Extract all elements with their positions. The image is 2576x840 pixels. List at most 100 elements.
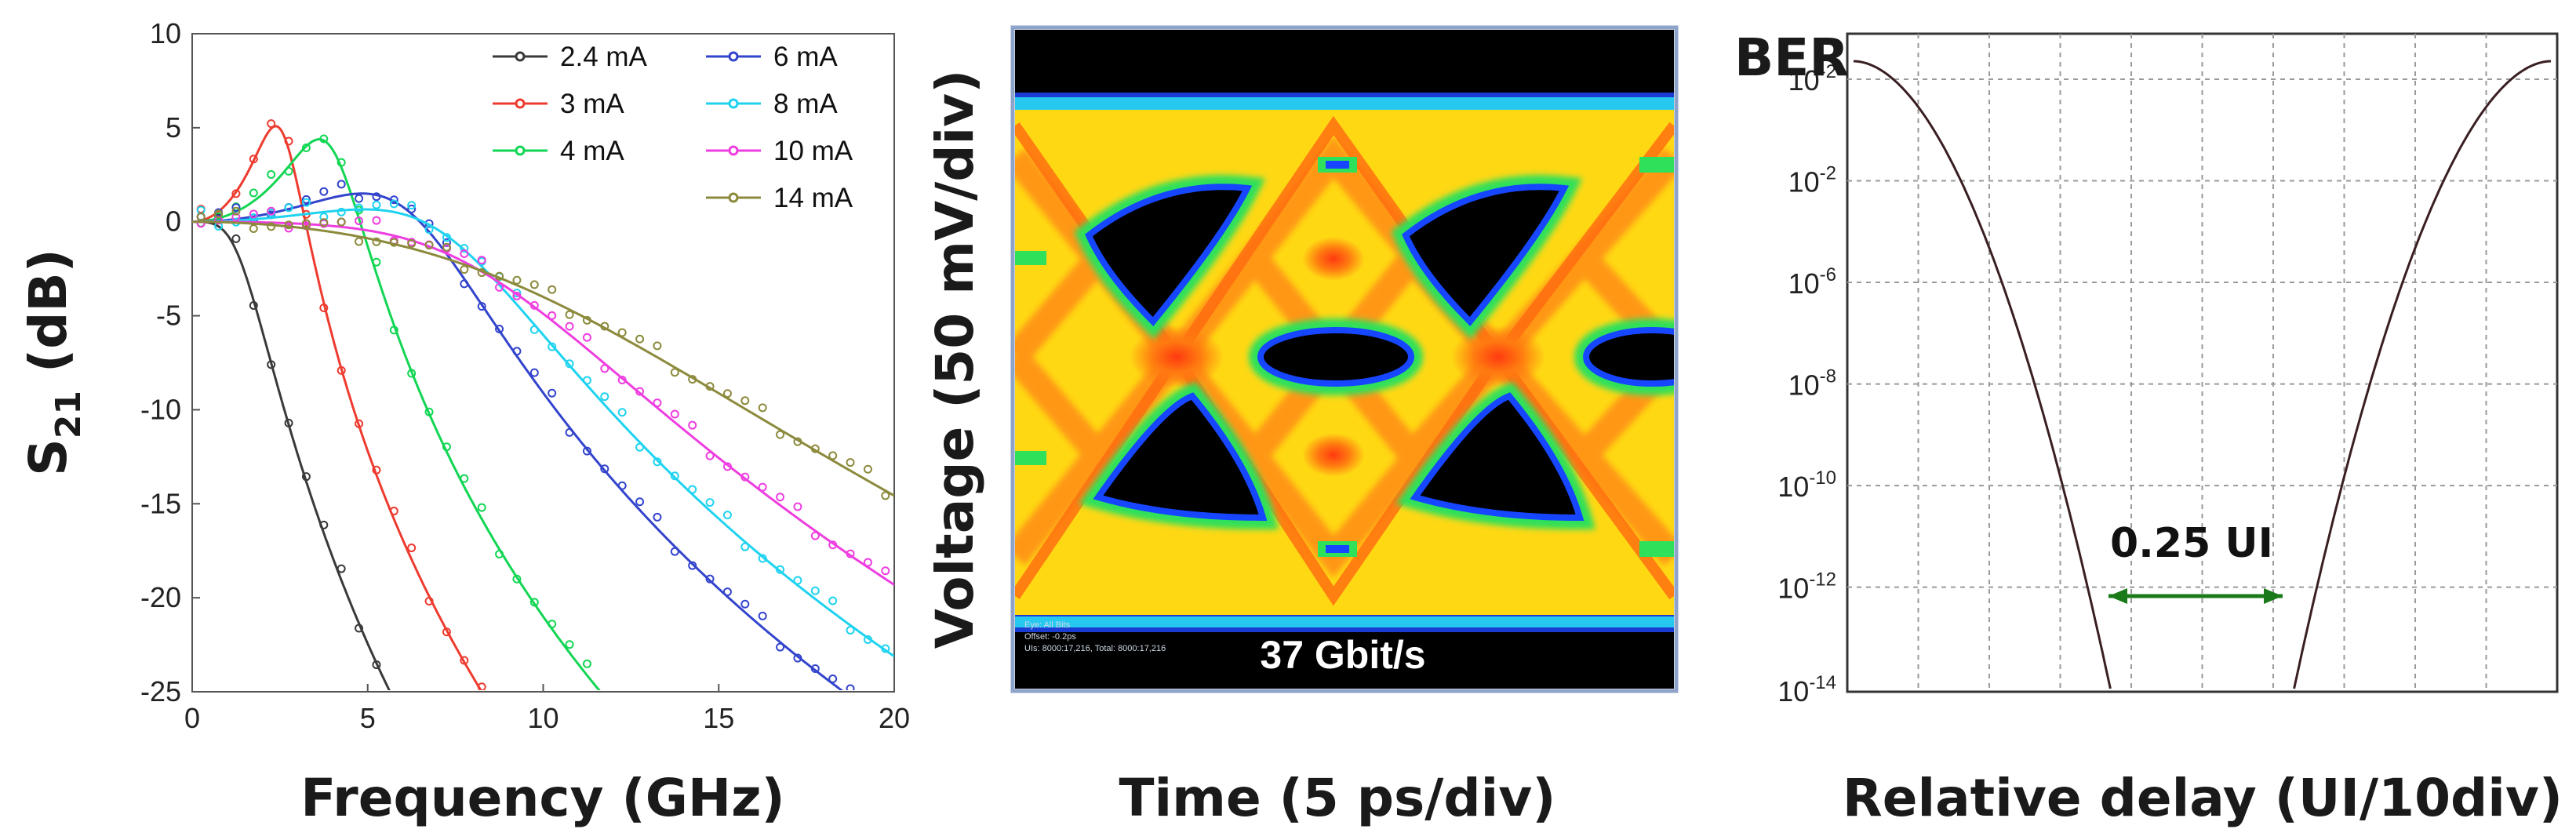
s21-y-label-unit: (dB): [18, 249, 78, 391]
s21-data-point: [301, 144, 311, 153]
s21-data-point: [389, 507, 398, 516]
s21-data-point: [355, 624, 364, 633]
s21-data-point: [512, 347, 522, 356]
s21-data-point: [776, 642, 785, 652]
s21-data-point: [319, 134, 329, 144]
s21-data-point: [548, 388, 557, 398]
s21-data-point: [355, 203, 364, 213]
s21-data-point: [249, 155, 258, 164]
s21-data-point: [670, 368, 679, 377]
s21-x-tick-label: 0: [184, 702, 200, 734]
s21-legend-swatch-marker: [728, 145, 739, 156]
s21-data-point: [846, 626, 855, 635]
s21-data-point: [688, 420, 697, 430]
s21-data-point: [389, 195, 398, 205]
s21-data-point: [231, 234, 241, 243]
s21-data-point: [407, 204, 417, 213]
s21-data-point: [424, 241, 434, 250]
s21-data-point: [407, 369, 417, 378]
s21-data-point: [793, 653, 802, 663]
s21-data-point: [477, 268, 486, 278]
eye-frame: [1010, 25, 1679, 693]
s21-x-tick-label: 5: [360, 702, 376, 734]
s21-data-point: [705, 574, 715, 584]
ber-curve-right: [2293, 60, 2552, 689]
ber-title: BER: [1734, 27, 1849, 88]
s21-data-point: [548, 311, 557, 320]
s21-data-point: [793, 437, 802, 446]
s21-legend-swatch-marker: [728, 98, 739, 109]
s21-data-point: [407, 544, 417, 553]
s21-data-point: [617, 328, 627, 337]
s21-data-point: [548, 342, 557, 351]
ber-y-tick-label: 10-8: [1788, 366, 1836, 402]
s21-data-point: [249, 224, 258, 233]
s21-legend-swatch-marker: [728, 192, 739, 203]
s21-data-point: [881, 644, 890, 653]
s21-data-point: [600, 322, 609, 331]
eye-info-line-2: Offset: -0.2ps: [1024, 632, 1076, 642]
s21-data-point: [846, 684, 855, 690]
ber-y-tick-base: 10: [1777, 675, 1809, 707]
s21-data-point: [722, 511, 732, 520]
s21-data-point: [391, 695, 398, 702]
s21-data-point: [355, 216, 364, 226]
s21-y-tick-label: 10: [150, 17, 181, 49]
ber-y-tick-label: 10-2: [1788, 163, 1836, 198]
s21-data-point: [776, 565, 785, 574]
s21-data-point: [722, 389, 732, 398]
ber-y-tick-base: 10: [1788, 369, 1820, 402]
s21-data-point: [267, 360, 276, 369]
s21-data-point: [337, 564, 346, 573]
ber-y-tick-base: 10: [1788, 64, 1820, 96]
s21-data-point: [355, 194, 364, 203]
ber-y-tick-base: 10: [1777, 573, 1809, 605]
ber-opening-label: 0.25 UI: [2110, 520, 2273, 567]
s21-data-point: [529, 368, 539, 377]
s21-data-point: [670, 471, 679, 481]
s21-data-point: [424, 596, 434, 605]
s21-data-point: [529, 325, 539, 334]
s21-data-point: [740, 542, 750, 551]
s21-data-point: [529, 300, 539, 310]
s21-data-point: [828, 540, 838, 550]
s21-data-point: [512, 275, 522, 285]
s21-legend-label: 3 mA: [560, 89, 624, 119]
s21-data-point: [424, 407, 434, 416]
s21-chart: 10 5 0 -5 -10 -15 -20 -25 0 5 10 15 20 2.4 mA 3 mA 4 …: [18, 17, 910, 828]
s21-x-tick-label: 20: [879, 702, 910, 734]
s21-data-point: [582, 376, 591, 385]
s21-data-point: [196, 212, 206, 221]
ber-grid: [1847, 34, 2557, 692]
s21-data-point: [267, 169, 276, 179]
ber-y-tick-exp: -10: [1809, 467, 1836, 489]
s21-data-point: [793, 502, 802, 511]
s21-data-point: [653, 341, 662, 351]
s21-legend-swatch-marker: [515, 98, 526, 109]
ber-y-tick-label: 10-14: [1777, 672, 1836, 707]
s21-data-point: [740, 396, 750, 405]
s21-data-point: [758, 554, 767, 563]
s21-data-point: [548, 620, 557, 629]
s21-data-point: [231, 206, 241, 216]
s21-data-point: [442, 442, 451, 452]
s21-data-point: [460, 265, 469, 275]
s21-data-point: [249, 209, 258, 219]
s21-data-point: [529, 598, 539, 607]
s21-data-point: [881, 491, 890, 500]
s21-data-point: [617, 408, 627, 417]
s21-data-point: [284, 136, 293, 146]
s21-data-point: [214, 209, 224, 219]
s21-data-point: [284, 418, 293, 427]
s21-data-point: [477, 302, 486, 311]
s21-data-point: [372, 465, 381, 475]
s21-y-tick-label: 5: [166, 111, 181, 144]
s21-data-point: [442, 233, 451, 242]
s21-data-point: [284, 224, 293, 233]
s21-data-point: [301, 472, 311, 482]
ber-y-tick-exp: -6: [1820, 264, 1836, 285]
s21-data-point: [477, 503, 486, 512]
s21-series-line: [192, 138, 601, 690]
s21-data-point: [442, 238, 451, 247]
s21-data-point: [863, 464, 872, 474]
